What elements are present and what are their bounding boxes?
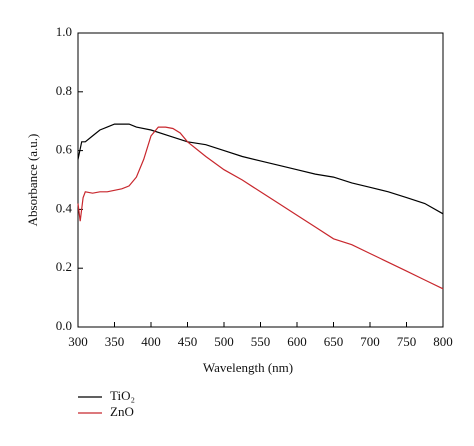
x-tick-label: 750 [397, 334, 417, 349]
x-axis-label: Wavelength (nm) [203, 360, 293, 375]
x-tick-label: 500 [214, 334, 234, 349]
x-tick-label: 300 [68, 334, 88, 349]
x-tick-label: 350 [105, 334, 125, 349]
legend-label: TiO₂ [110, 388, 135, 403]
x-tick-label: 450 [178, 334, 198, 349]
series-line [77, 126, 444, 290]
y-tick-label: 0.8 [56, 83, 72, 98]
y-tick-label: 0.4 [56, 200, 73, 215]
y-tick-label: 1.0 [56, 24, 72, 39]
x-tick-label: 650 [324, 334, 344, 349]
plot-frame [77, 32, 444, 328]
x-tick-label: 600 [287, 334, 307, 349]
y-tick-label: 0.6 [56, 142, 73, 157]
x-tick-label: 800 [433, 334, 453, 349]
y-axis-label: Absorbance (a.u.) [25, 134, 40, 227]
x-tick-label: 550 [251, 334, 271, 349]
x-tick-label: 400 [141, 334, 161, 349]
y-tick-label: 0.0 [56, 318, 72, 333]
y-tick-label: 0.2 [56, 259, 72, 274]
series-line [77, 123, 444, 215]
legend-label: ZnO [110, 404, 134, 419]
x-tick-label: 700 [360, 334, 380, 349]
